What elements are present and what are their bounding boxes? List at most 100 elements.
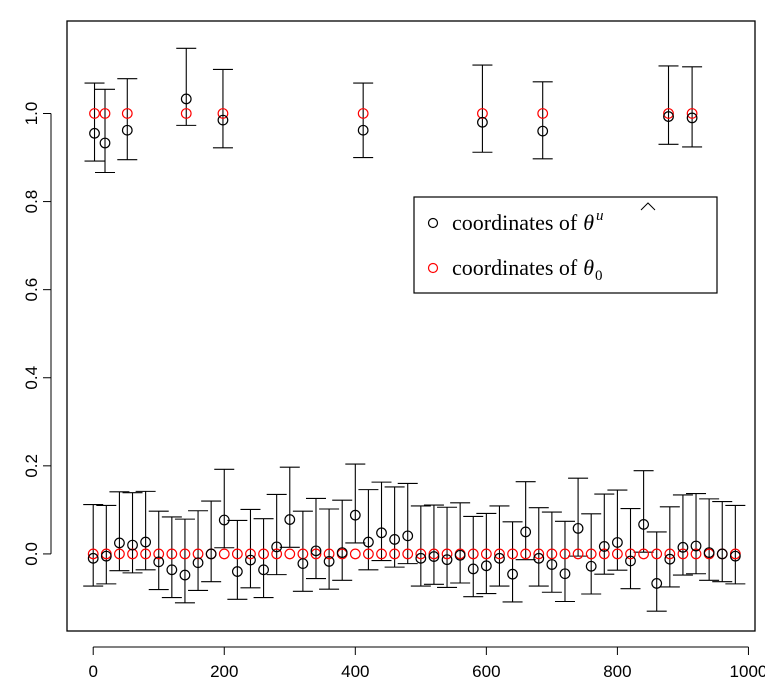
point-estimate bbox=[310, 545, 322, 557]
point-estimate bbox=[537, 125, 549, 137]
point-true-value bbox=[663, 108, 674, 119]
point-estimate bbox=[494, 552, 505, 564]
x-tick-label: 400 bbox=[341, 662, 369, 681]
point-estimate bbox=[612, 537, 623, 548]
point-estimate bbox=[121, 124, 133, 136]
point-true-value bbox=[389, 548, 401, 560]
point-estimate bbox=[572, 522, 584, 534]
point-estimate bbox=[477, 116, 488, 128]
point-true-value bbox=[218, 548, 230, 560]
point-true-value bbox=[217, 108, 229, 119]
point-true-value bbox=[477, 108, 488, 119]
point-true-value bbox=[140, 548, 152, 560]
point-true-value bbox=[192, 548, 204, 560]
point-estimate bbox=[729, 550, 741, 562]
point-true-value bbox=[677, 548, 689, 560]
point-true-value bbox=[323, 548, 335, 560]
point-estimate bbox=[376, 527, 387, 539]
point-estimate bbox=[533, 552, 545, 564]
point-true-value bbox=[686, 108, 698, 119]
point-estimate bbox=[166, 564, 178, 576]
point-estimate bbox=[336, 547, 348, 559]
point-estimate bbox=[205, 548, 217, 560]
point-true-value bbox=[349, 548, 361, 560]
legend-symbol-true: θ bbox=[583, 255, 594, 280]
point-estimate bbox=[245, 554, 256, 566]
point-estimate bbox=[480, 560, 492, 572]
point-true-value bbox=[480, 548, 492, 560]
plot-frame bbox=[66, 20, 756, 632]
point-true-value bbox=[99, 108, 111, 119]
point-true-value bbox=[376, 548, 387, 560]
y-tick-label: 0.8 bbox=[22, 190, 41, 214]
point-estimate bbox=[258, 564, 269, 576]
point-estimate bbox=[520, 526, 532, 538]
point-true-value bbox=[507, 548, 518, 560]
point-estimate bbox=[686, 112, 698, 124]
point-estimate bbox=[357, 124, 369, 136]
point-true-value bbox=[87, 548, 99, 560]
point-true-value bbox=[651, 548, 663, 560]
point-true-value bbox=[166, 548, 178, 560]
point-true-value bbox=[89, 108, 100, 119]
point-estimate bbox=[297, 558, 309, 570]
point-estimate bbox=[507, 568, 518, 580]
point-estimate bbox=[716, 548, 728, 560]
y-axis: 0.0 0.2 0.4 0.6 0.8 1.0 bbox=[22, 102, 52, 566]
point-true-value bbox=[690, 548, 702, 560]
point-estimate bbox=[703, 547, 715, 559]
point-true-value bbox=[284, 548, 296, 560]
point-true-value bbox=[310, 548, 322, 560]
point-estimate bbox=[179, 569, 191, 581]
point-estimate bbox=[389, 533, 401, 545]
point-estimate bbox=[441, 554, 453, 566]
legend-label-true-text: coordinates of bbox=[452, 255, 578, 280]
point-estimate bbox=[402, 530, 414, 542]
point-true-value bbox=[415, 548, 427, 560]
legend-superscript-hat: u bbox=[596, 208, 604, 224]
legend-box bbox=[413, 196, 718, 294]
point-true-value bbox=[638, 548, 650, 560]
point-estimate bbox=[664, 553, 676, 565]
y-tick-label: 0.6 bbox=[22, 278, 41, 302]
legend-symbol-hat: θ bbox=[583, 210, 594, 235]
point-true-value bbox=[625, 548, 636, 560]
point-estimate bbox=[454, 549, 466, 561]
point-true-value bbox=[520, 548, 532, 560]
point-estimate bbox=[323, 556, 335, 567]
point-estimate bbox=[271, 541, 283, 553]
point-true-value bbox=[271, 548, 283, 560]
point-true-value bbox=[441, 548, 453, 560]
point-estimate bbox=[140, 536, 152, 548]
point-estimate bbox=[87, 552, 99, 564]
point-estimate bbox=[153, 556, 165, 568]
point-true-value bbox=[546, 548, 558, 560]
y-tick-label: 1.0 bbox=[22, 102, 41, 126]
point-estimate bbox=[585, 560, 597, 572]
legend-hat-accent bbox=[640, 202, 656, 211]
point-true-value bbox=[402, 548, 414, 560]
x-axis: 0 200 400 600 800 1000 bbox=[88, 646, 765, 681]
point-estimate bbox=[89, 127, 100, 139]
point-true-value bbox=[179, 548, 191, 560]
point-true-value bbox=[585, 548, 597, 560]
point-estimate bbox=[677, 541, 689, 553]
point-estimate bbox=[467, 563, 479, 575]
point-estimate bbox=[363, 536, 374, 548]
point-estimate bbox=[218, 514, 230, 526]
point-estimate bbox=[231, 566, 243, 577]
point-true-value bbox=[357, 108, 369, 119]
legend-label-true: coordinates of θ0 bbox=[452, 255, 603, 284]
point-estimate bbox=[546, 559, 558, 570]
points bbox=[87, 93, 741, 589]
legend-label-hat-text: coordinates of bbox=[452, 210, 578, 235]
point-estimate bbox=[625, 555, 636, 567]
point-estimate bbox=[180, 93, 192, 105]
point-estimate bbox=[598, 541, 610, 552]
y-tick-label: 0.0 bbox=[22, 542, 41, 566]
point-estimate bbox=[100, 550, 112, 562]
point-estimate bbox=[127, 539, 138, 551]
y-tick-label: 0.2 bbox=[22, 454, 41, 478]
point-true-value bbox=[127, 548, 138, 560]
